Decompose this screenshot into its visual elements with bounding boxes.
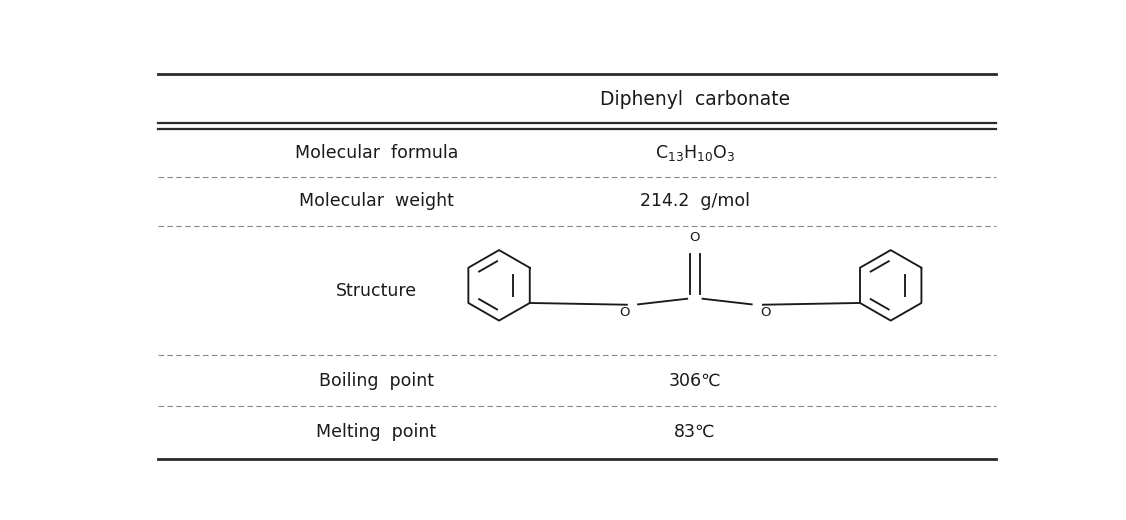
- Text: Boiling  point: Boiling point: [319, 371, 434, 389]
- Text: Melting  point: Melting point: [316, 423, 437, 441]
- Text: O: O: [619, 306, 629, 319]
- Text: Molecular  weight: Molecular weight: [298, 192, 454, 210]
- Text: 214.2  g/mol: 214.2 g/mol: [640, 192, 750, 210]
- Text: O: O: [689, 231, 700, 244]
- Text: Diphenyl  carbonate: Diphenyl carbonate: [600, 90, 790, 109]
- Text: $\mathregular{C_{13}H_{10}O_3}$: $\mathregular{C_{13}H_{10}O_3}$: [655, 143, 735, 163]
- Text: 306℃: 306℃: [669, 371, 721, 389]
- Text: 83℃: 83℃: [674, 423, 716, 441]
- Text: O: O: [760, 306, 771, 319]
- Text: Structure: Structure: [336, 282, 417, 300]
- Text: Molecular  formula: Molecular formula: [295, 144, 458, 162]
